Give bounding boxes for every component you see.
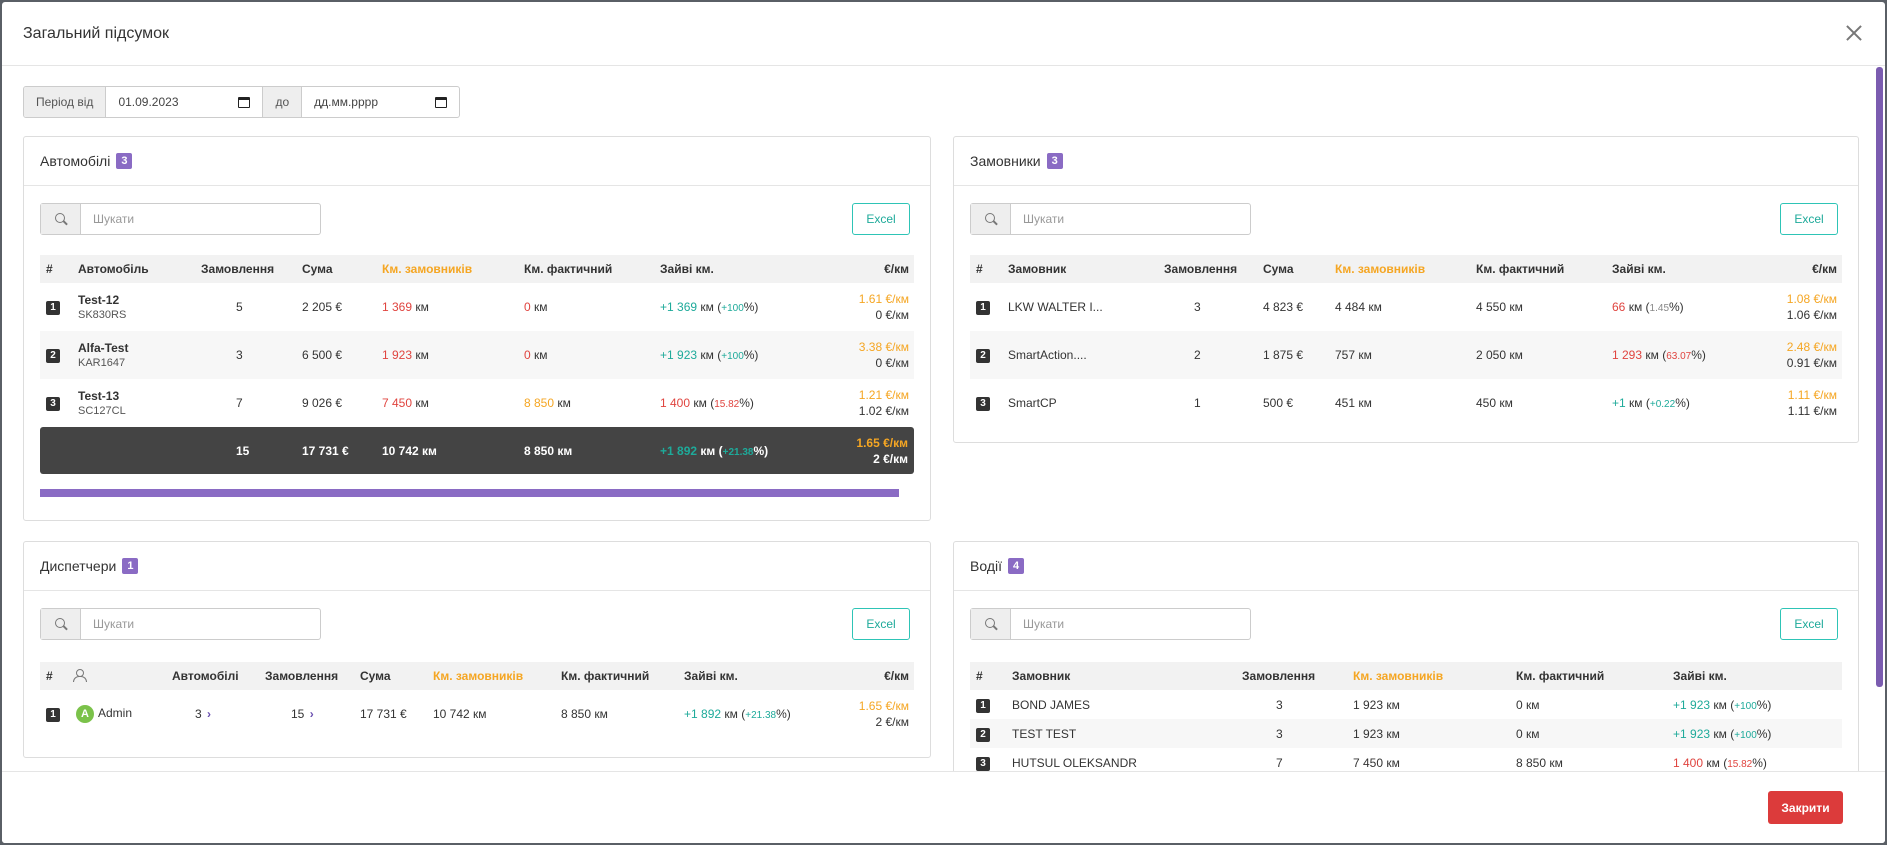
table-row[interactable]: 3 SmartCP 1 500 € 451 км 450 км +1 км (+… xyxy=(970,379,1842,427)
table-row[interactable]: 3 HUTSUL OLEKSANDR 7 7 450 км 8 850 км 1… xyxy=(970,748,1842,771)
customers-panel-header: Замовники 3 xyxy=(954,137,1858,186)
period-from-value: 01.09.2023 xyxy=(118,95,179,109)
table-row[interactable]: 2 TEST TEST 3 1 923 км 0 км +1 923 км (+… xyxy=(970,719,1842,748)
dispatchers-count-badge: 1 xyxy=(122,558,139,574)
dispatchers-excel-button[interactable]: Excel xyxy=(852,608,910,640)
search-icon xyxy=(984,618,997,630)
drivers-count-badge: 4 xyxy=(1008,558,1025,574)
drivers-panel: Водії 4 Шукати Excel # Замовник Замовлен… xyxy=(953,541,1859,771)
calendar-icon[interactable] xyxy=(435,96,448,108)
customers-table: # Замовник Замовлення Сума Км. замовникі… xyxy=(970,255,1842,427)
customers-search: Шукати xyxy=(970,203,1251,235)
table-row[interactable]: 1 LKW WALTER I... 3 4 823 € 4 484 км 4 5… xyxy=(970,283,1842,331)
dispatchers-panel-header: Диспетчери 1 xyxy=(24,542,930,591)
table-row[interactable]: 1 Test-12 SK830RS 5 2 205 € 1 369 км 0 км… xyxy=(40,283,914,331)
modal-title: Загальний підсумок xyxy=(23,24,170,42)
customers-count-badge: 3 xyxy=(1046,153,1063,169)
period-to-value: дд.мм.рррр xyxy=(314,95,378,109)
search-icon xyxy=(54,213,67,225)
cars-count-badge: 3 xyxy=(116,153,133,169)
cars-progress-bar xyxy=(40,489,900,497)
table-row[interactable]: 1 BOND JAMES 3 1 923 км 0 км +1 923 км (… xyxy=(970,690,1842,719)
drivers-excel-button[interactable]: Excel xyxy=(1780,608,1838,640)
cars-panel-header: Автомобілі 3 xyxy=(24,137,930,186)
cars-total-row: 15 17 731 € 10 742 км 8 850 км +1 892 км… xyxy=(40,427,914,474)
cars-title: Автомобілі xyxy=(40,153,111,169)
table-row[interactable]: 2 Alfa-Test KAR1647 3 6 500 € 1 923 км 0 … xyxy=(40,331,914,379)
dispatcher-cars-link[interactable]: 3 › xyxy=(195,707,212,721)
drivers-search: Шукати xyxy=(970,608,1251,640)
cars-panel: Автомобілі 3 Шукати Excel # Автомобіль З… xyxy=(23,136,931,521)
drivers-title: Водії xyxy=(970,558,1002,574)
table-row[interactable]: 3 Test-13 SC127CL 7 9 026 € 7 450 км 8 85… xyxy=(40,379,914,427)
search-icon xyxy=(54,618,67,630)
table-header: # Автомобілі Замовлення Сума Км. замовни… xyxy=(40,662,914,690)
customers-title: Замовники xyxy=(970,153,1041,169)
avatar: A xyxy=(76,705,94,723)
table-header: # Автомобіль Замовлення Сума Км. замовни… xyxy=(40,255,914,283)
dispatcher-orders-link[interactable]: 15 › xyxy=(291,707,314,721)
drivers-panel-header: Водії 4 xyxy=(954,542,1858,591)
dispatchers-search: Шукати xyxy=(40,608,321,640)
modal-body: Період від 01.09.2023 до дд.мм.рррр Авто… xyxy=(2,67,1885,771)
customers-search-input[interactable]: Шукати xyxy=(1023,212,1065,226)
search-icon xyxy=(984,213,997,225)
period-to-input[interactable]: дд.мм.рррр xyxy=(302,87,459,117)
scrollbar[interactable] xyxy=(1876,67,1883,687)
close-button[interactable]: Закрити xyxy=(1768,791,1843,824)
cars-table: # Автомобіль Замовлення Сума Км. замовни… xyxy=(40,255,914,497)
chevron-right-icon: › xyxy=(207,707,212,721)
dispatchers-table: # Автомобілі Замовлення Сума Км. замовни… xyxy=(40,662,914,738)
table-row[interactable]: 2 SmartAction.... 2 1 875 € 757 км 2 050… xyxy=(970,331,1842,379)
customers-panel: Замовники 3 Шукати Excel # Замовник Замо… xyxy=(953,136,1859,443)
calendar-icon[interactable] xyxy=(238,96,251,108)
user-icon xyxy=(73,668,87,682)
table-header: # Замовник Замовлення Сума Км. замовникі… xyxy=(970,255,1842,283)
period-to-label: до xyxy=(263,87,303,117)
modal-header: Загальний підсумок xyxy=(2,2,1885,66)
dispatchers-title: Диспетчери xyxy=(40,558,117,574)
period-filter: Період від 01.09.2023 до дд.мм.рррр xyxy=(23,86,461,118)
chevron-right-icon: › xyxy=(309,707,314,721)
close-icon[interactable] xyxy=(1845,24,1863,42)
cars-search-input[interactable]: Шукати xyxy=(93,212,135,226)
customers-excel-button[interactable]: Excel xyxy=(1780,203,1838,235)
drivers-search-input[interactable]: Шукати xyxy=(1023,617,1065,631)
table-row[interactable]: 1 A Admin 3 › 15 › 17 731 € 10 742 км 8 8… xyxy=(40,690,914,738)
cars-excel-button[interactable]: Excel xyxy=(852,203,910,235)
table-header: # Замовник Замовлення Км. замовників Км.… xyxy=(970,662,1842,690)
period-from-label: Період від xyxy=(24,87,107,117)
cars-search: Шукати xyxy=(40,203,321,235)
period-from-input[interactable]: 01.09.2023 xyxy=(106,87,264,117)
dispatchers-panel: Диспетчери 1 Шукати Excel # Автомобілі З… xyxy=(23,541,931,758)
dispatchers-search-input[interactable]: Шукати xyxy=(93,617,135,631)
drivers-table: # Замовник Замовлення Км. замовників Км.… xyxy=(970,662,1842,771)
modal-footer: Закрити xyxy=(2,771,1885,843)
